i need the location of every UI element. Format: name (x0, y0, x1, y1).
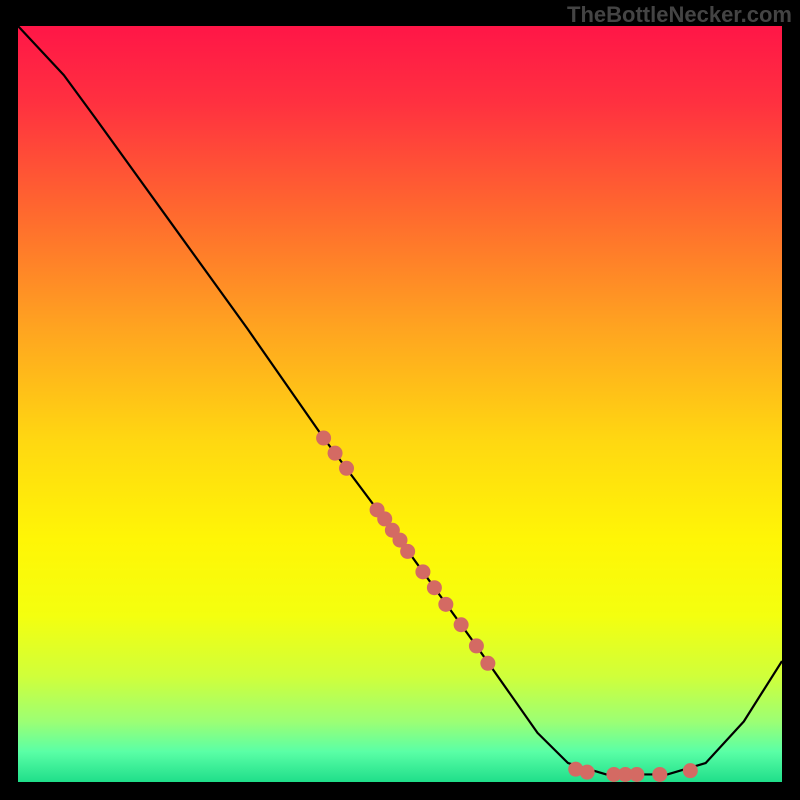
data-marker (339, 461, 354, 476)
data-marker (400, 544, 415, 559)
data-marker (415, 564, 430, 579)
chart-container: TheBottleNecker.com (0, 0, 800, 800)
watermark-text: TheBottleNecker.com (567, 2, 792, 28)
data-marker (454, 617, 469, 632)
data-marker (683, 763, 698, 778)
data-marker (316, 431, 331, 446)
data-marker (629, 767, 644, 782)
data-marker (427, 580, 442, 595)
data-marker (438, 597, 453, 612)
data-marker (480, 656, 495, 671)
chart-overlay (18, 26, 782, 782)
data-marker (580, 765, 595, 780)
data-marker (652, 767, 667, 782)
data-marker (328, 446, 343, 461)
bottleneck-curve (18, 26, 782, 774)
data-marker (469, 638, 484, 653)
plot-area (18, 26, 782, 782)
data-markers (316, 431, 698, 782)
